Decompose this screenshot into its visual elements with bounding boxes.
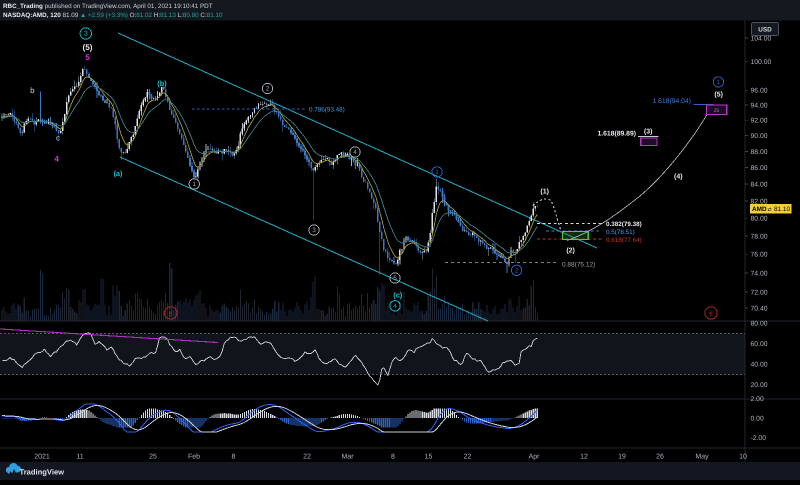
svg-text:25: 25 <box>149 454 157 461</box>
svg-text:80.00: 80.00 <box>751 321 768 328</box>
svg-text:1.618(94.04): 1.618(94.04) <box>652 98 691 105</box>
svg-text:40.00: 40.00 <box>751 362 768 369</box>
svg-text:0.88(75.12): 0.88(75.12) <box>562 262 595 269</box>
svg-text:5: 5 <box>393 275 397 282</box>
svg-text:(b): (b) <box>157 79 167 88</box>
svg-text:82.00: 82.00 <box>751 198 768 205</box>
svg-text:(3): (3) <box>644 128 653 136</box>
svg-text:2: 2 <box>266 86 270 93</box>
svg-text:(c): (c) <box>393 291 403 300</box>
svg-text:(5): (5) <box>82 43 92 52</box>
svg-text:Apr: Apr <box>529 454 541 461</box>
svg-text:NASDAQ:AMD, 120 81.09 ▲ +2.59: NASDAQ:AMD, 120 81.09 ▲ +2.59 (+3.3%) O:… <box>3 12 223 19</box>
svg-text:96.00: 96.00 <box>751 88 768 95</box>
svg-text:80.00: 80.00 <box>751 216 768 223</box>
svg-text:92.00: 92.00 <box>751 118 768 125</box>
svg-text:(5): (5) <box>714 91 723 99</box>
svg-text:20.00: 20.00 <box>751 382 768 389</box>
svg-text:84.00: 84.00 <box>751 181 768 188</box>
svg-text:90.00: 90.00 <box>751 133 768 140</box>
svg-text:86.00: 86.00 <box>751 165 768 172</box>
svg-text:19: 19 <box>618 454 626 461</box>
svg-text:22: 22 <box>464 454 472 461</box>
svg-text:81.10: 81.10 <box>774 206 790 213</box>
svg-text:0.5(78.51): 0.5(78.51) <box>606 229 635 236</box>
svg-text:0.00: 0.00 <box>751 416 764 423</box>
svg-text:74.00: 74.00 <box>751 270 768 277</box>
svg-text:12: 12 <box>580 454 588 461</box>
svg-text:4: 4 <box>54 155 59 164</box>
svg-text:60.00: 60.00 <box>751 341 768 348</box>
svg-text:10: 10 <box>739 454 747 461</box>
svg-text:-2.00: -2.00 <box>751 435 767 442</box>
svg-text:Feb: Feb <box>188 453 200 461</box>
svg-text:⇄: ⇄ <box>768 207 772 213</box>
svg-text:TradingView: TradingView <box>20 467 65 476</box>
svg-text:E: E <box>169 312 173 318</box>
svg-text:4: 4 <box>393 303 397 310</box>
svg-text:(a): (a) <box>113 169 123 178</box>
svg-text:25: 25 <box>714 108 720 114</box>
svg-text:88.00: 88.00 <box>751 149 768 156</box>
svg-text:22: 22 <box>303 454 311 461</box>
svg-text:8: 8 <box>391 454 395 461</box>
svg-text:8: 8 <box>232 454 236 461</box>
svg-text:15: 15 <box>425 454 433 461</box>
svg-text:72.00: 72.00 <box>751 290 768 297</box>
svg-text:E: E <box>709 312 713 318</box>
svg-text:Mar: Mar <box>341 454 354 461</box>
svg-text:(2): (2) <box>566 246 575 254</box>
svg-text:26: 26 <box>656 454 664 461</box>
svg-text:11: 11 <box>76 454 83 461</box>
svg-text:70.40: 70.40 <box>751 305 768 312</box>
svg-text:May: May <box>695 454 709 461</box>
svg-text:4: 4 <box>353 149 357 156</box>
svg-text:2.00: 2.00 <box>751 396 764 403</box>
svg-text:c: c <box>56 133 60 142</box>
svg-text:1: 1 <box>717 79 721 86</box>
svg-text:(1): (1) <box>540 188 549 196</box>
svg-text:AMD: AMD <box>752 206 767 213</box>
svg-text:(4): (4) <box>674 173 683 181</box>
svg-text:0.382(79.38): 0.382(79.38) <box>606 221 642 228</box>
svg-text:76.00: 76.00 <box>751 252 768 259</box>
svg-text:1: 1 <box>435 169 439 176</box>
svg-text:104.00: 104.00 <box>751 35 772 42</box>
svg-text:3: 3 <box>312 227 316 234</box>
svg-text:0.786(93.48): 0.786(93.48) <box>309 107 345 114</box>
svg-text:1.618(89.89): 1.618(89.89) <box>597 131 636 138</box>
svg-text:94.00: 94.00 <box>751 103 768 110</box>
svg-text:USD: USD <box>758 27 772 34</box>
svg-text:b: b <box>30 86 35 95</box>
svg-text:100.00: 100.00 <box>751 59 772 66</box>
svg-text:78.00: 78.00 <box>751 233 768 240</box>
svg-text:RBC_Trading published on Tradi: RBC_Trading published on TradingView.com… <box>3 3 213 10</box>
svg-text:3: 3 <box>84 31 88 38</box>
svg-text:2021: 2021 <box>34 454 50 461</box>
svg-text:2: 2 <box>515 268 519 275</box>
svg-text:0.618(77.64): 0.618(77.64) <box>606 237 642 244</box>
svg-text:5: 5 <box>85 53 90 62</box>
svg-text:1: 1 <box>193 181 197 188</box>
